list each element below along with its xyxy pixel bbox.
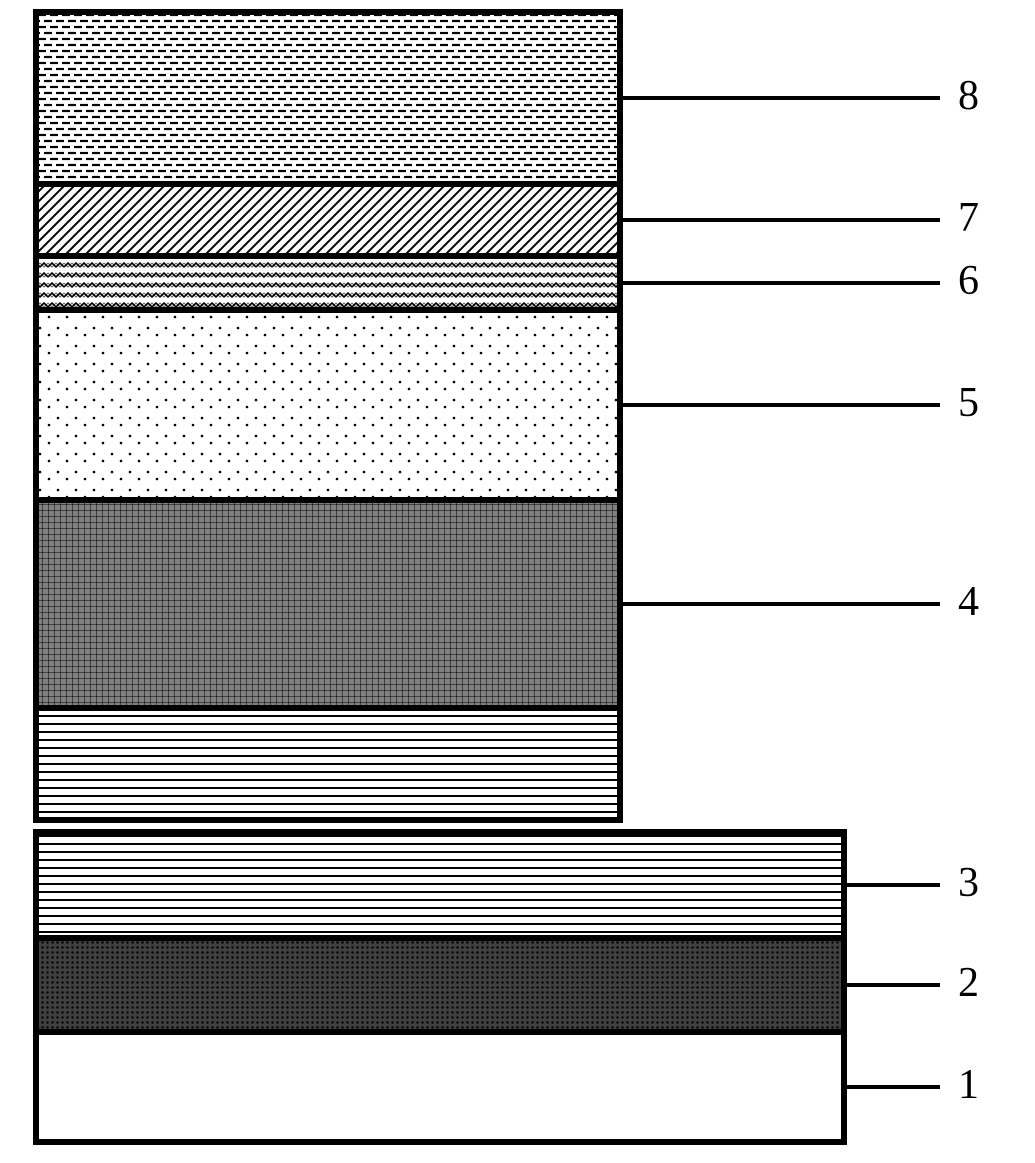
- layer-label-2: 2: [958, 962, 979, 1004]
- layer-label-7: 7: [958, 197, 979, 239]
- layer-label-1: 1: [958, 1064, 979, 1106]
- layer-label-4: 4: [958, 581, 979, 623]
- diagram-canvas: 8 7 6 5 4 3 2 1: [0, 0, 1035, 1163]
- layer-stack-svg: [0, 0, 1035, 1163]
- layer-label-3: 3: [958, 862, 979, 904]
- layer-label-6: 6: [958, 260, 979, 302]
- layer-label-8: 8: [958, 75, 979, 117]
- layer-label-5: 5: [958, 382, 979, 424]
